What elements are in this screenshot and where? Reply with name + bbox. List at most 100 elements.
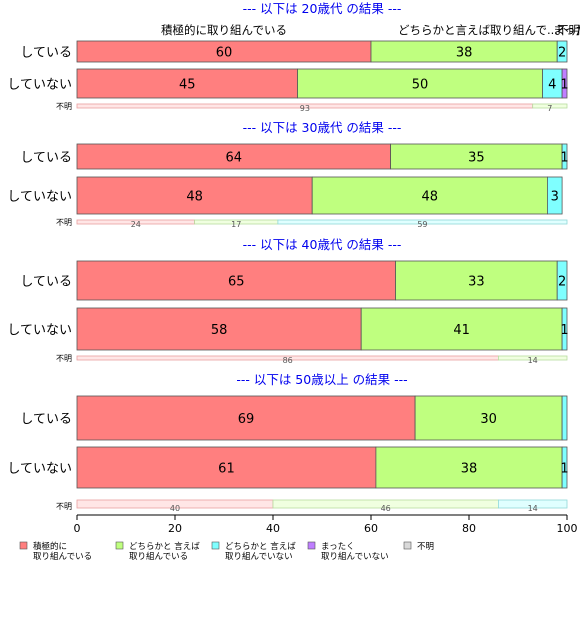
bar-segment [76, 143, 392, 170]
column-header-label: 不明 [557, 23, 580, 37]
data-label: 30 [480, 412, 497, 427]
row-label: していない [7, 462, 72, 477]
data-label: 41 [453, 323, 470, 338]
panel-title: --- 以下は 20歳代 の結果 --- [243, 1, 402, 16]
bar-segment [360, 307, 563, 351]
unknown-row-label: 不明 [56, 102, 72, 111]
bar-segment [76, 176, 313, 215]
legend-label: どちらかと 言えば [129, 541, 200, 552]
unknown-data-label: 17 [231, 220, 241, 229]
bar-segment [556, 260, 568, 301]
bar-segment [297, 68, 543, 99]
panel-title: --- 以下は 30歳代 の結果 --- [243, 120, 402, 135]
unknown-data-label: 14 [528, 356, 538, 365]
x-tick-label: 40 [266, 522, 280, 535]
unknown-data-label: 14 [528, 504, 538, 513]
data-label: 1 [560, 151, 568, 166]
data-label: 2 [558, 46, 566, 61]
data-label: 50 [412, 78, 429, 93]
row-label: している [20, 46, 72, 61]
data-label: 48 [422, 190, 439, 205]
column-header-label: まった... [553, 23, 580, 37]
legend-label: どちらかと 言えば [225, 541, 296, 552]
unknown-data-label: 86 [283, 356, 293, 365]
unknown-row-label: 不明 [56, 218, 72, 227]
bar-segment [76, 307, 362, 351]
bar-segment [395, 260, 558, 301]
x-tick-label: 100 [557, 522, 578, 535]
legend-label: 不明 [417, 542, 434, 552]
bar-segment [556, 40, 568, 63]
unknown-data-label: 7 [547, 104, 552, 113]
data-label: 38 [456, 46, 473, 61]
x-tick-label: 20 [168, 522, 182, 535]
row-label: していない [7, 323, 72, 338]
data-label: 38 [461, 462, 478, 477]
column-header-label: 積極的に取り組んでいる [161, 23, 287, 37]
unknown-data-label: 46 [381, 504, 391, 513]
legend-label: 取り組んでいない [321, 551, 389, 562]
row-label: していない [7, 78, 72, 93]
legend-label: 取り組んでいる [129, 551, 188, 562]
data-label: 3 [551, 190, 559, 205]
data-label: 1 [560, 462, 568, 477]
bar-segment [76, 260, 396, 301]
data-label: 60 [216, 46, 233, 61]
unknown-data-label: 40 [170, 504, 180, 513]
data-label: 4 [548, 78, 556, 93]
legend-swatch [19, 541, 28, 550]
bar-segment [561, 143, 568, 170]
unknown-bar-segment [497, 355, 568, 361]
unknown-row-label: 不明 [56, 354, 72, 363]
unknown-data-label: 93 [300, 104, 310, 113]
legend-label: 積極的に [33, 541, 67, 552]
data-label: 45 [179, 78, 196, 93]
unknown-bar-segment [497, 499, 568, 509]
data-label: 64 [226, 151, 243, 166]
legend-label: 取り組んでいる [33, 551, 92, 562]
unknown-row-label: 不明 [56, 502, 72, 511]
bar-segment [311, 176, 548, 215]
x-tick-label: 60 [364, 522, 378, 535]
unknown-data-label: 59 [417, 220, 427, 229]
x-tick-label: 0 [74, 522, 81, 535]
row-label: していない [7, 190, 72, 205]
data-label: 69 [238, 412, 255, 427]
legend-swatch [115, 541, 124, 550]
bar-segment [561, 307, 568, 351]
legend-swatch [307, 541, 316, 550]
legend-label: まったく [321, 542, 355, 552]
legend-swatch [403, 541, 412, 550]
unknown-bar-segment [532, 103, 568, 109]
data-label: 33 [468, 275, 485, 290]
unknown-bar-segment [277, 219, 568, 225]
panel-title: --- 以下は 50歳以上 の結果 --- [236, 372, 407, 387]
bar-segment [561, 395, 568, 441]
data-label: 58 [211, 323, 228, 338]
bar-segment [76, 446, 377, 489]
unknown-data-label: 24 [131, 220, 141, 229]
row-label: している [20, 412, 72, 427]
row-label: している [20, 151, 72, 166]
x-tick-label: 80 [462, 522, 476, 535]
panel-title: --- 以下は 40歳代 の結果 --- [243, 237, 402, 252]
data-label: 65 [228, 275, 245, 290]
legend-swatch [211, 541, 220, 550]
bar-segment [76, 68, 298, 99]
data-label: 1 [560, 78, 568, 93]
bar-segment [547, 176, 563, 215]
legend-label: 取り組んでいない [225, 551, 293, 562]
data-label: 2 [558, 275, 566, 290]
bar-segment [561, 68, 568, 99]
column-header-label: どちらかと言えば取り組んで... [398, 23, 558, 37]
data-label: 61 [218, 462, 235, 477]
bar-segment [390, 143, 563, 170]
row-label: している [20, 275, 72, 290]
data-label: 48 [186, 190, 203, 205]
bar-segment [414, 395, 563, 441]
data-label: 35 [468, 151, 485, 166]
bar-segment [76, 395, 416, 441]
data-label: 1 [560, 323, 568, 338]
bar-segment [561, 446, 568, 489]
